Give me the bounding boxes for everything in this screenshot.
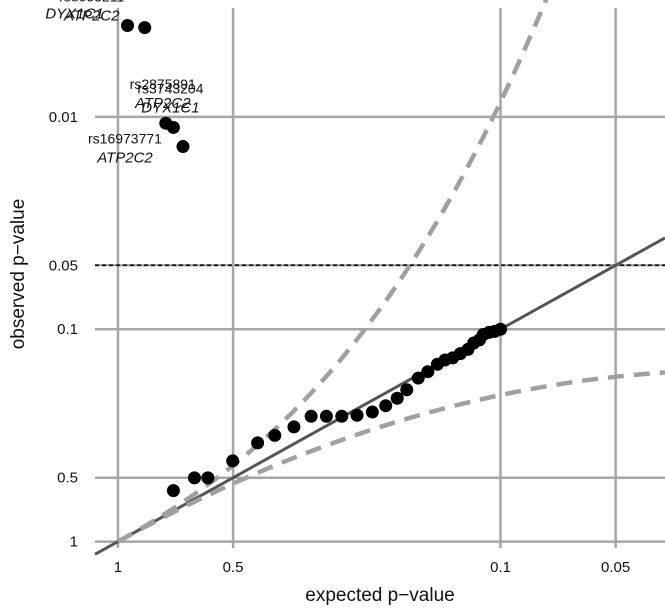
data-point-12 — [411, 371, 425, 385]
data-point-27 — [166, 484, 180, 498]
data-point-11 — [421, 365, 435, 379]
snp-id-label: rs3743204 — [137, 80, 203, 96]
x-tick-label: 0.05 — [601, 559, 630, 576]
y-tick-label: 0.1 — [57, 321, 78, 338]
data-point-18 — [335, 409, 349, 423]
data-point-14 — [390, 391, 404, 405]
data-point-26 — [187, 471, 201, 485]
snp-id-label: rs8053211 — [59, 0, 124, 5]
data-point-13 — [400, 383, 414, 397]
gene-label: DYX1C1 — [45, 5, 103, 22]
upper-confidence-band — [116, 0, 549, 544]
y-tick-label: 0.01 — [49, 109, 78, 126]
data-point-23 — [251, 436, 265, 450]
snp-id-label: rs17819126 — [38, 0, 112, 2]
data-point-19 — [319, 409, 333, 423]
snp-id-label: rs2875891 — [130, 76, 196, 92]
gene-label: ATP2C2 — [134, 95, 191, 112]
x-tick-label: 1 — [114, 559, 122, 576]
y-axis-title: observed p−value — [8, 199, 29, 350]
data-point-20 — [304, 409, 318, 423]
data-point-21 — [287, 420, 301, 434]
data-point-16 — [365, 405, 379, 419]
lower-confidence-band — [116, 370, 665, 544]
data-point-25 — [201, 471, 215, 485]
data-points — [121, 18, 508, 498]
data-point-17 — [350, 408, 364, 422]
reference-lines — [94, 0, 665, 556]
snp-point-rs8053211 — [138, 21, 152, 35]
gene-label: ATP2C2 — [63, 8, 120, 25]
data-point-22 — [268, 428, 282, 442]
y-tick-label: 0.05 — [49, 257, 78, 274]
y-tick-label: 0.5 — [57, 470, 78, 487]
identity-line — [94, 236, 665, 556]
data-point-10 — [430, 357, 444, 371]
tick-labels: 1 0.5 0.1 0.05 1 0.5 0.1 0.05 0.01 — [49, 109, 630, 576]
gene-label: ATP2C2 — [96, 150, 153, 167]
snp-point-rs17819126 — [121, 18, 135, 32]
snp-annotations: rs16973771ATP2C2rs3743204DYX1C1rs2875891… — [38, 0, 204, 167]
y-tick-label: 1 — [70, 534, 78, 551]
snp-id-label: rs16973771 — [88, 131, 162, 147]
x-axis-title: expected p−value — [305, 585, 454, 606]
data-point-24 — [226, 454, 240, 468]
x-tick-label: 0.1 — [490, 559, 511, 576]
snp-point-rs2875891 — [159, 116, 173, 130]
gene-label: DYX1C1 — [141, 99, 199, 116]
data-point-15 — [379, 399, 393, 413]
x-tick-label: 0.5 — [223, 559, 244, 576]
snp-point-rs16973771 — [176, 140, 190, 154]
